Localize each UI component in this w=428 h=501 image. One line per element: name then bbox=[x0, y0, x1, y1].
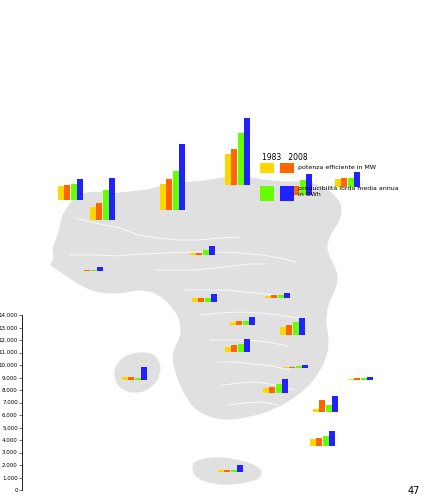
Bar bbox=[122, 377, 128, 380]
Bar bbox=[225, 469, 231, 472]
Bar bbox=[342, 177, 348, 187]
Bar bbox=[354, 378, 360, 380]
Bar bbox=[333, 396, 339, 412]
Bar bbox=[270, 387, 276, 393]
Bar bbox=[244, 339, 250, 352]
Bar bbox=[265, 296, 271, 298]
Bar bbox=[173, 171, 179, 210]
Bar bbox=[282, 379, 288, 393]
Bar bbox=[280, 163, 294, 173]
Bar bbox=[71, 184, 77, 200]
Bar bbox=[300, 180, 306, 195]
Bar bbox=[142, 367, 148, 380]
Bar bbox=[160, 184, 166, 210]
Bar bbox=[110, 177, 116, 220]
Bar bbox=[58, 186, 64, 200]
Bar bbox=[280, 186, 294, 201]
Bar bbox=[225, 347, 231, 352]
Bar bbox=[293, 322, 299, 335]
Bar bbox=[225, 154, 231, 185]
Bar bbox=[135, 378, 141, 380]
Bar bbox=[310, 439, 316, 446]
Bar bbox=[348, 379, 354, 380]
Bar bbox=[354, 171, 360, 187]
Bar bbox=[218, 470, 224, 472]
Bar bbox=[166, 178, 172, 210]
Bar bbox=[319, 399, 326, 412]
Bar bbox=[238, 465, 244, 472]
Bar bbox=[65, 184, 71, 200]
Bar bbox=[103, 190, 109, 220]
Bar bbox=[231, 469, 237, 472]
Bar bbox=[260, 163, 274, 173]
Bar bbox=[278, 295, 284, 298]
Bar bbox=[190, 253, 196, 255]
Bar bbox=[230, 322, 236, 325]
Bar bbox=[91, 270, 97, 271]
Bar bbox=[330, 431, 336, 446]
Bar bbox=[237, 321, 243, 325]
Bar bbox=[90, 207, 96, 220]
Bar bbox=[323, 435, 329, 446]
Text: 1983   2008: 1983 2008 bbox=[262, 153, 308, 162]
Bar bbox=[260, 186, 274, 201]
Bar bbox=[211, 294, 217, 302]
Bar bbox=[243, 321, 249, 325]
Bar bbox=[348, 177, 354, 187]
Bar bbox=[306, 174, 312, 195]
Polygon shape bbox=[192, 457, 262, 485]
Bar bbox=[232, 148, 238, 185]
Bar bbox=[192, 298, 198, 302]
Text: producibilità lorda media annua
in GWh: producibilità lorda media annua in GWh bbox=[298, 185, 398, 197]
Bar bbox=[326, 404, 332, 412]
Bar bbox=[128, 377, 134, 380]
Bar bbox=[96, 203, 102, 220]
Bar bbox=[263, 388, 269, 393]
Bar bbox=[361, 378, 367, 380]
Bar bbox=[300, 318, 306, 335]
Bar bbox=[296, 366, 302, 368]
Bar bbox=[303, 365, 309, 368]
Bar bbox=[209, 245, 216, 255]
Bar bbox=[238, 132, 244, 185]
Bar bbox=[244, 118, 250, 185]
Text: 47: 47 bbox=[407, 486, 420, 496]
Bar bbox=[287, 186, 293, 195]
Text: potenza efficiente in MW: potenza efficiente in MW bbox=[298, 165, 376, 170]
Bar bbox=[205, 298, 211, 302]
Bar bbox=[84, 270, 90, 271]
Bar bbox=[77, 179, 83, 200]
Bar bbox=[335, 179, 341, 187]
Bar bbox=[313, 408, 319, 412]
Polygon shape bbox=[50, 176, 342, 420]
Bar bbox=[280, 327, 286, 335]
Polygon shape bbox=[114, 352, 161, 393]
Bar bbox=[271, 295, 277, 298]
Bar bbox=[316, 438, 323, 446]
Bar bbox=[283, 367, 289, 368]
Bar bbox=[98, 267, 104, 271]
Bar bbox=[289, 367, 295, 368]
Bar bbox=[286, 325, 292, 335]
Bar bbox=[294, 185, 300, 195]
Bar bbox=[232, 345, 238, 352]
Bar bbox=[368, 377, 374, 380]
Bar bbox=[250, 317, 256, 325]
Bar bbox=[285, 293, 291, 298]
Bar bbox=[199, 298, 205, 302]
Bar bbox=[203, 249, 209, 255]
Bar bbox=[276, 383, 282, 393]
Bar bbox=[179, 144, 185, 210]
Bar bbox=[196, 253, 202, 255]
Bar bbox=[238, 344, 244, 352]
